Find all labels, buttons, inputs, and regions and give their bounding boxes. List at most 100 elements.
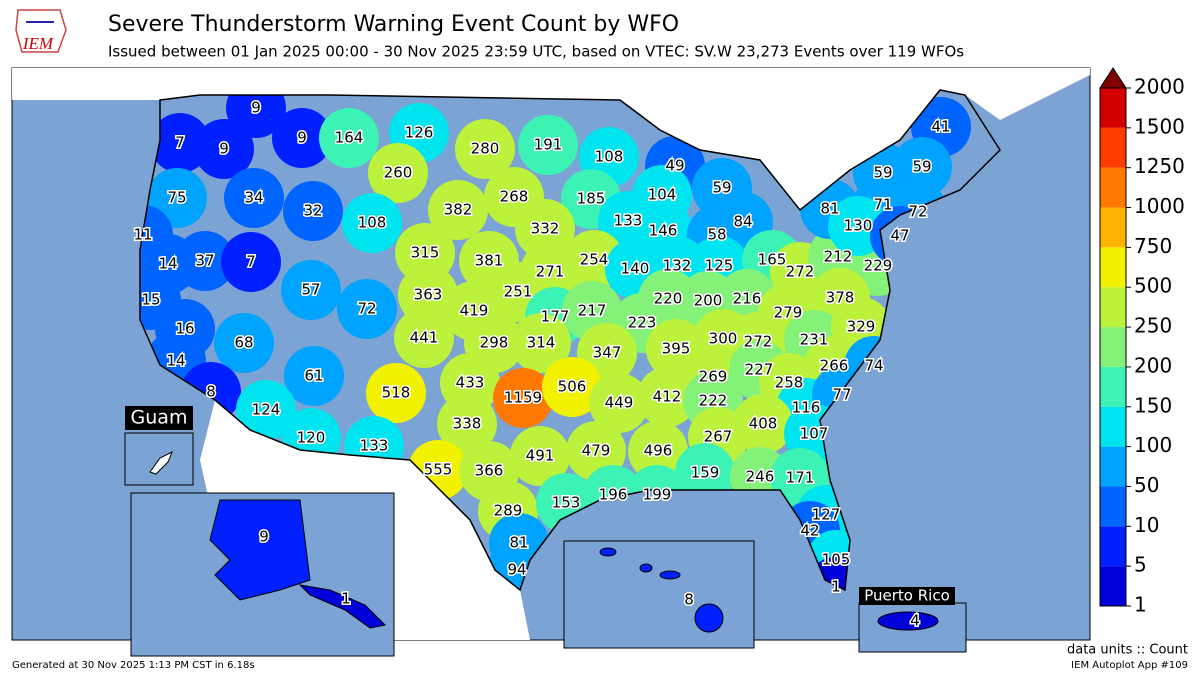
wfo-count-label: 71	[873, 196, 892, 214]
colorbar-segment	[1100, 526, 1126, 567]
wfo-count-label: 14	[158, 255, 177, 273]
inset-label: Puerto Rico	[864, 587, 950, 605]
wfo-region	[394, 308, 454, 368]
wfo-count-label: 227	[745, 361, 774, 379]
colorbar-tick-label: 50	[1134, 473, 1159, 497]
wfo-count-label: 433	[456, 374, 485, 392]
wfo-count-label: 37	[195, 252, 214, 270]
colorbar-tick-label: 500	[1134, 274, 1172, 298]
wfo-region	[366, 363, 426, 423]
wfo-region	[150, 113, 210, 173]
canada	[12, 68, 1090, 210]
wfo-count-label: 212	[824, 248, 853, 266]
colorbar-tick-label: 150	[1134, 393, 1172, 417]
wfo-count-label: 41	[931, 118, 950, 136]
colorbar-tick-label: 1500	[1134, 114, 1185, 138]
colorbar-segment	[1100, 486, 1126, 527]
wfo-count-label: 4	[910, 612, 920, 630]
wfo-count-label: 84	[733, 213, 752, 231]
wfo-region	[368, 143, 428, 203]
wfo-count-label: 267	[704, 428, 733, 446]
wfo-count-label: 1	[341, 590, 351, 608]
wfo-count-label: 47	[890, 227, 909, 245]
colorbar-tick-label: 750	[1134, 234, 1172, 258]
wfo-region	[319, 108, 379, 168]
wfo-count-label: 140	[621, 260, 650, 278]
wfo-count-label: 185	[577, 190, 606, 208]
wfo-count-label: 272	[786, 263, 815, 281]
wfo-count-label: 518	[382, 384, 411, 402]
colorbar-tick-label: 1	[1134, 593, 1147, 617]
colorbar-segment	[1100, 207, 1126, 248]
wfo-count-label: 229	[864, 257, 893, 275]
wfo-count-label: 251	[504, 283, 533, 301]
wfo-count-label: 42	[800, 522, 819, 540]
wfo-count-label: 59	[712, 179, 731, 197]
wfo-region	[224, 168, 284, 228]
wfo-count-label: 7	[175, 134, 185, 152]
wfo-region	[637, 367, 697, 427]
wfo-count-label: 269	[699, 368, 728, 386]
wfo-count-label: 363	[414, 286, 443, 304]
wfo-count-label: 223	[628, 314, 657, 332]
footer-right: IEM Autoplot App #109	[1071, 660, 1188, 671]
colorbar-frame	[1099, 87, 1127, 607]
wfo-count-label: 9	[297, 129, 307, 147]
wfo-count-label: 9	[251, 99, 261, 117]
wfo-region	[283, 181, 343, 241]
wfo-count-label: 1	[831, 578, 841, 596]
wfo-count-label: 126	[405, 124, 434, 142]
wfo-count-label: 11	[133, 226, 152, 244]
wfo-count-label: 124	[252, 401, 281, 419]
wfo-count-label: 58	[707, 226, 726, 244]
wfo-count-label: 315	[411, 244, 440, 262]
wfo-count-label: 449	[605, 394, 634, 412]
wfo-region	[214, 313, 274, 373]
wfo-region	[236, 380, 296, 440]
us-outline	[139, 89, 1001, 592]
colorbar-tick-label: 250	[1134, 314, 1172, 338]
wfo-count-label: 130	[844, 217, 873, 235]
logo: IEM	[15, 9, 67, 53]
wfo-region	[298, 584, 387, 629]
wfo-count-label: 260	[384, 164, 413, 182]
wfo-count-label: 72	[357, 300, 376, 318]
wfo-count-label: 127	[812, 506, 841, 524]
wfo-count-label: 268	[500, 188, 529, 206]
wfo-count-label: 266	[820, 357, 849, 375]
colorbar-segment	[1100, 446, 1126, 487]
wfo-region	[398, 265, 458, 325]
colorbar-tick-label: 2000	[1134, 75, 1185, 99]
wfo-count-label: 57	[301, 281, 320, 299]
map-subtitle: Issued between 01 Jan 2025 00:00 - 30 No…	[108, 43, 964, 61]
wfo-count-label: 153	[552, 494, 581, 512]
logo-text: IEM	[22, 34, 54, 53]
wfo-count-label: 199	[643, 486, 672, 504]
wfo-count-label: 381	[475, 252, 504, 270]
wfo-count-label: 254	[580, 251, 609, 269]
wfo-region	[518, 115, 578, 175]
wfo-region	[428, 180, 488, 240]
wfo-count-label: 332	[531, 220, 560, 238]
wfo-count-label: 217	[578, 302, 607, 320]
wfo-region	[209, 499, 311, 601]
wfo-count-label: 7	[246, 253, 256, 271]
wfo-count-label: 81	[509, 534, 528, 552]
wfo-count-label: 34	[244, 189, 263, 207]
wfo-count-label: 314	[527, 334, 556, 352]
wfo-count-label: 395	[662, 340, 691, 358]
wfo-count-label: 555	[424, 461, 453, 479]
guam-shape	[149, 450, 173, 475]
wfo-count-label: 216	[733, 290, 762, 308]
wfo-count-label: 107	[800, 425, 829, 443]
wfo-count-label: 15	[141, 291, 160, 309]
wfo-count-label: 412	[653, 388, 682, 406]
wfo-count-label: 271	[536, 263, 565, 281]
wfo-count-label: 59	[873, 164, 892, 182]
wfo-count-label: 496	[644, 442, 673, 460]
colorbar-tick-label: 200	[1134, 353, 1172, 377]
colorbar-segment	[1100, 287, 1126, 328]
colorbar-extension	[1099, 67, 1127, 89]
map-title: Severe Thunderstorm Warning Event Count …	[108, 12, 679, 37]
wfo-count-label: 32	[303, 202, 322, 220]
